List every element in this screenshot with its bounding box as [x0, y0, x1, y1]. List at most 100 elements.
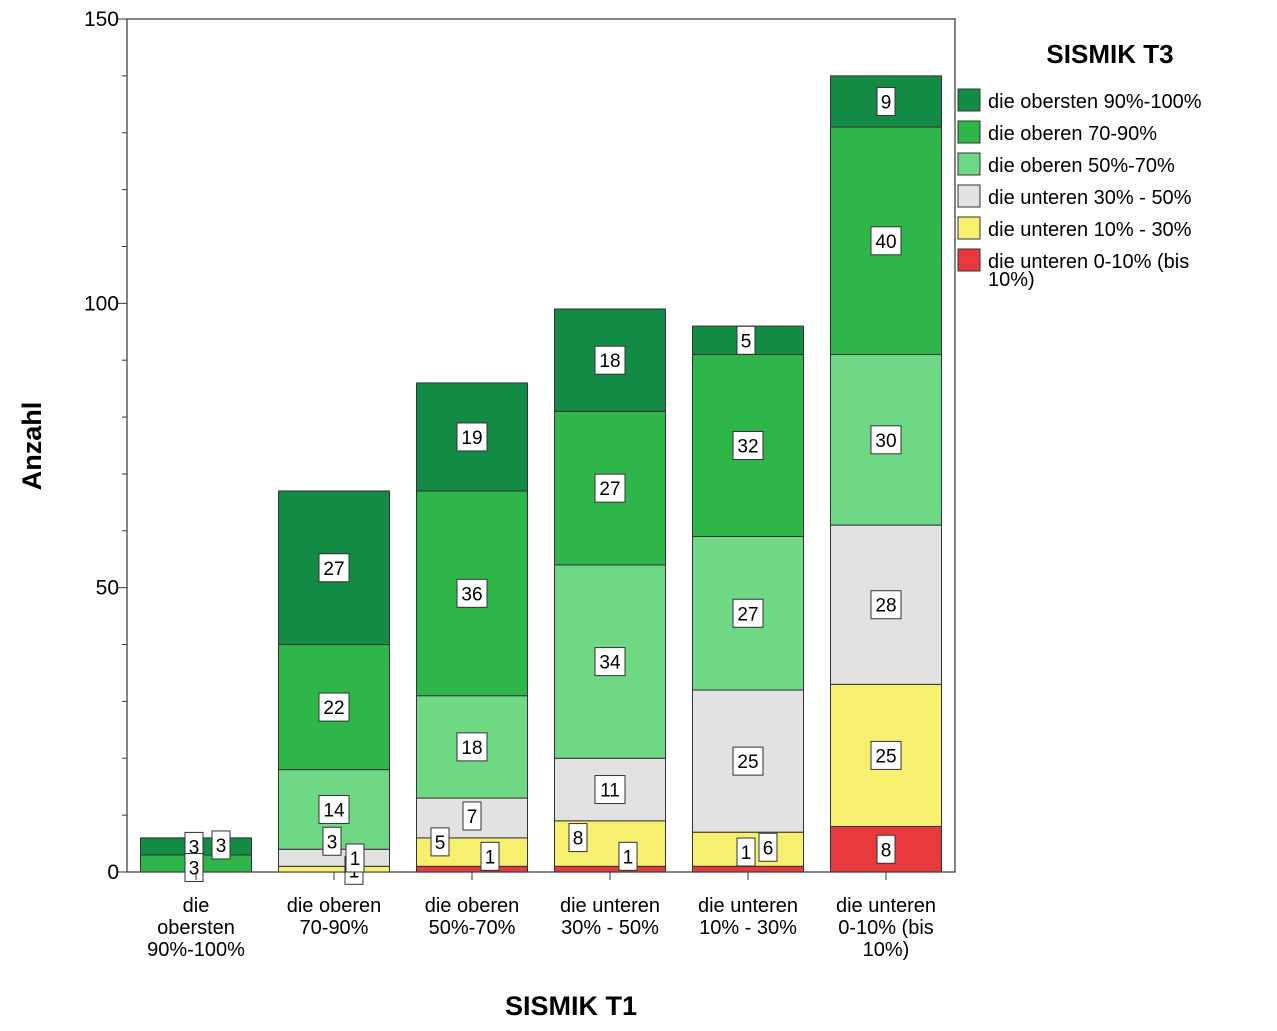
data-label-box — [456, 578, 488, 608]
bar-segment — [554, 865, 666, 873]
data-label-box — [870, 740, 902, 770]
x-tick-label: die oberen — [287, 895, 382, 917]
x-tick-label: obersten — [157, 917, 235, 939]
data-label-box — [456, 422, 488, 452]
data-label: 3 — [327, 832, 338, 853]
data-label-box — [480, 841, 500, 871]
legend-swatch — [957, 248, 981, 272]
y-axis-title: Anzahl — [17, 402, 47, 491]
legend-swatch — [957, 152, 981, 176]
data-label-box — [430, 827, 450, 857]
legend-label: die unteren 10% - 30% — [988, 219, 1192, 241]
legend-label: die obersten 90%-100% — [988, 91, 1202, 113]
data-label: 27 — [599, 479, 620, 500]
data-label-box — [594, 775, 626, 805]
data-label-box — [732, 598, 764, 628]
data-label: 7 — [467, 807, 478, 828]
data-label-box — [736, 837, 756, 867]
data-label: 9 — [881, 92, 892, 113]
y-tick-label: 100 — [84, 292, 119, 315]
data-label-box — [594, 345, 626, 375]
legend-label: die unteren 0-10% (bis — [988, 251, 1189, 273]
data-label-box — [870, 590, 902, 620]
x-tick-label: die — [183, 895, 210, 917]
data-label: 22 — [323, 698, 344, 719]
x-tick-label: 0-10% (bis — [838, 917, 934, 939]
data-label-box — [462, 801, 482, 831]
data-label-box — [184, 852, 204, 882]
x-tick-label: 50%-70% — [429, 917, 516, 939]
data-label-box — [211, 830, 231, 860]
x-tick-label: 10% - 30% — [699, 917, 797, 939]
data-label-box — [322, 826, 342, 856]
data-label-box — [870, 425, 902, 455]
data-label: 19 — [461, 428, 482, 449]
legend-label: die unteren 30% - 50% — [988, 187, 1192, 209]
data-label-box — [318, 553, 350, 583]
data-label: 14 — [323, 800, 345, 821]
data-label-box — [456, 732, 488, 762]
data-label-box — [594, 473, 626, 503]
data-label: 1 — [623, 847, 634, 868]
data-label: 1 — [485, 847, 496, 868]
legend-swatch — [957, 88, 981, 112]
x-tick-label: die unteren — [836, 895, 936, 917]
data-label-box — [568, 823, 588, 853]
data-label-box — [870, 226, 902, 256]
plot-area — [126, 18, 956, 873]
data-label: 28 — [875, 596, 896, 617]
legend-swatch — [957, 184, 981, 208]
data-label: 3 — [216, 836, 227, 857]
data-label: 27 — [737, 604, 758, 625]
data-label: 8 — [573, 829, 584, 850]
data-label: 6 — [763, 838, 774, 859]
x-tick-label: die unteren — [698, 895, 798, 917]
data-label-box — [618, 841, 638, 871]
bar-segment — [416, 865, 528, 873]
data-label: 5 — [435, 833, 446, 854]
data-label-box — [732, 431, 764, 460]
y-tick-label: 0 — [107, 861, 119, 884]
y-tick-label: 50 — [96, 577, 119, 600]
data-label-box — [736, 325, 756, 355]
data-label: 36 — [461, 584, 482, 605]
data-label: 27 — [323, 559, 344, 580]
data-label-box — [318, 794, 350, 824]
x-tick-label: die unteren — [560, 895, 660, 917]
data-label: 18 — [461, 738, 482, 759]
x-tick-label: 90%-100% — [147, 939, 245, 961]
data-label: 8 — [881, 840, 892, 861]
data-label: 25 — [737, 752, 758, 773]
x-tick-label: 30% - 50% — [561, 917, 659, 939]
data-label: 40 — [875, 232, 896, 253]
x-tick-label: 10%) — [863, 939, 910, 961]
x-axis-title: SISMIK T1 — [505, 991, 637, 1021]
data-label: 11 — [600, 781, 620, 802]
data-label-box — [876, 834, 896, 864]
data-label: 30 — [875, 431, 896, 452]
legend-label: die oberen 50%-70% — [988, 155, 1175, 177]
data-label: 5 — [741, 331, 752, 352]
legend-label: 10%) — [988, 269, 1035, 291]
legend-swatch — [957, 216, 981, 240]
data-label-box — [732, 746, 764, 776]
x-tick-label: die oberen — [425, 895, 520, 917]
data-label: 3 — [189, 858, 200, 879]
legend-label: die oberen 70-90% — [988, 123, 1157, 145]
data-label-box — [345, 843, 365, 873]
data-label-box — [594, 647, 626, 677]
bar-segment — [278, 865, 390, 873]
y-tick-label: 150 — [84, 8, 119, 31]
data-label-box — [758, 832, 778, 862]
data-label: 3 — [189, 837, 200, 858]
x-tick-label: 70-90% — [300, 917, 369, 939]
data-label: 34 — [599, 653, 621, 674]
data-label-box — [318, 692, 350, 722]
legend-swatch — [957, 120, 981, 144]
data-label-box — [876, 86, 896, 116]
data-label: 1 — [741, 843, 752, 864]
legend-title: SISMIK T3 — [1046, 39, 1173, 69]
data-label: 1 — [350, 849, 361, 870]
